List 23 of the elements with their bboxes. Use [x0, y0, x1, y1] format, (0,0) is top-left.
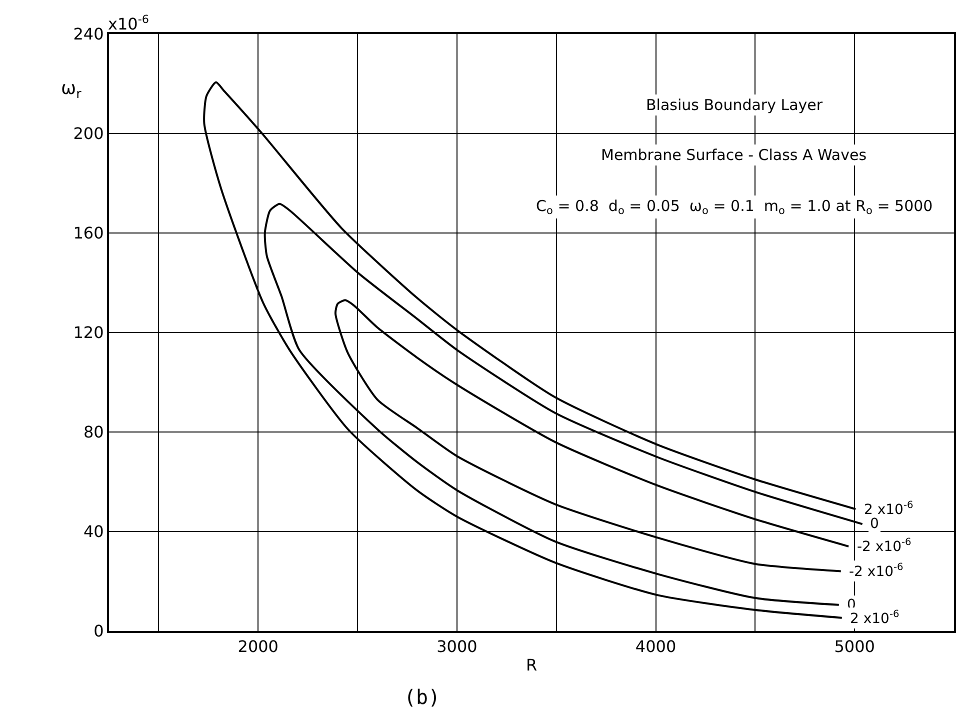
annotation: 0 — [870, 516, 879, 532]
annotation: -2 x10$^{-6}$ — [857, 537, 912, 555]
text: Membrane Surface - Class A Waves — [601, 146, 867, 164]
text: Blasius Boundary Layer — [646, 96, 824, 114]
x-axis-title: R — [526, 655, 538, 674]
annotation: x10$^{-6}$ — [108, 13, 149, 34]
y-tick-label: 200 — [73, 124, 104, 144]
x-tick-label: 2000 — [238, 637, 278, 656]
annotation: 2 x10$^{-6}$ — [864, 500, 914, 518]
x-tick-label: 3000 — [436, 637, 478, 656]
annotation: -2 x10$^{-6}$ — [849, 562, 904, 580]
annotation: 2 x10$^{-6}$ — [850, 609, 900, 627]
y-axis-title: ω$_{r}$ — [61, 78, 82, 101]
y-tick-label: 80 — [83, 422, 104, 442]
text: C$_{o}$ = 0.8 d$_{o}$ = 0.05 ω$_{o}$ = 0.1 m$_{o}$ = 1.0 at R$_{o}$ = 5000 — [536, 197, 933, 218]
y-tick-label: 240 — [73, 24, 104, 44]
y-tick-label: 0 — [94, 622, 104, 641]
y-tick-label: 40 — [83, 522, 104, 542]
x-tick-label: 5000 — [834, 637, 875, 656]
text: (b) — [404, 685, 440, 709]
y-tick-label: 160 — [73, 224, 104, 243]
y-tick-label: 120 — [73, 323, 104, 342]
x-tick-label: 4000 — [635, 637, 676, 656]
